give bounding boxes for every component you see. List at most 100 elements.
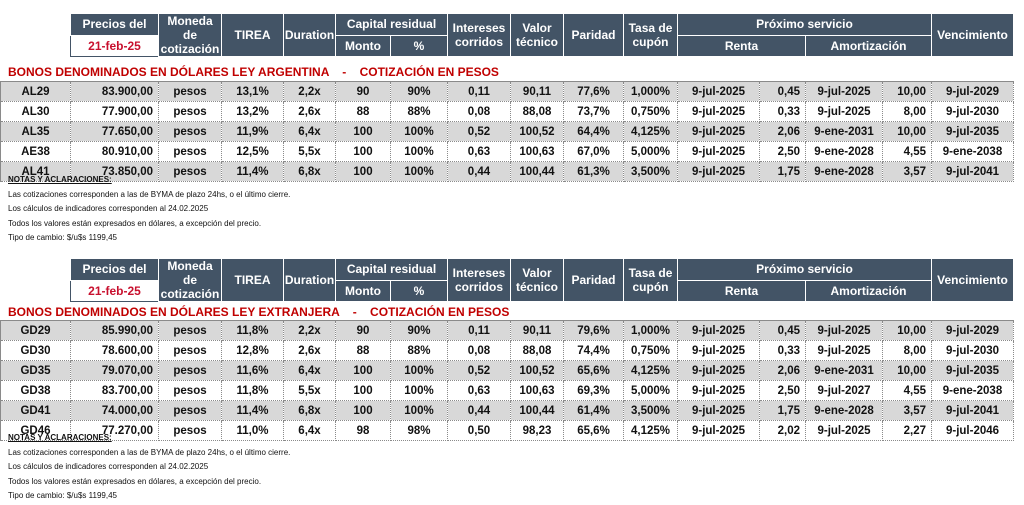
proximo-servicio-header: Próximo servicio bbox=[677, 258, 932, 281]
moneda-header: Moneda de cotización bbox=[158, 13, 222, 57]
amortizacion-monto-cell: 4,55 bbox=[882, 141, 932, 162]
ticker-cell: GD30 bbox=[0, 340, 71, 361]
pct-header: % bbox=[390, 34, 448, 57]
pct-cell: 100% bbox=[390, 400, 448, 421]
renta-fecha-cell: 9-jul-2025 bbox=[677, 400, 760, 421]
vencimiento-cell: 9-jul-2041 bbox=[931, 161, 1014, 182]
amortizacion-fecha-cell: 9-jul-2025 bbox=[805, 340, 883, 361]
ticker-cell: AL41 bbox=[0, 161, 71, 182]
duration-cell: 2,2x bbox=[283, 81, 336, 102]
amortizacion-monto-cell: 2,27 bbox=[882, 420, 932, 441]
tirea-cell: 12,5% bbox=[221, 141, 284, 162]
table-row: GD46 77.270,00 pesos 11,0% 6,4x 98 98% 0,50 98,2… bbox=[0, 420, 1014, 441]
renta-fecha-cell: 9-jul-2025 bbox=[677, 101, 760, 122]
moneda-cell: pesos bbox=[158, 101, 222, 122]
paridad-cell: 69,3% bbox=[563, 380, 624, 401]
tasa-cupon-cell: 1,000% bbox=[623, 320, 678, 341]
monto-cell: 100 bbox=[335, 380, 391, 401]
duration-cell: 2,2x bbox=[283, 320, 336, 341]
proximo-servicio-header: Próximo servicio bbox=[677, 13, 932, 36]
note-line: Las cotizaciones corresponden a las de B… bbox=[8, 447, 291, 457]
moneda-cell: pesos bbox=[158, 360, 222, 381]
monto-cell: 90 bbox=[335, 81, 391, 102]
monto-header: Monto bbox=[335, 279, 391, 302]
moneda-cell: pesos bbox=[158, 380, 222, 401]
amortizacion-fecha-cell: 9-jul-2025 bbox=[805, 81, 883, 102]
amortizacion-header: Amortización bbox=[805, 279, 932, 302]
section-title: BONOS DENOMINADOS EN DÓLARES LEY ARGENTI… bbox=[8, 65, 499, 79]
monto-cell: 90 bbox=[335, 320, 391, 341]
amortizacion-monto-cell: 10,00 bbox=[882, 121, 932, 142]
tirea-cell: 11,4% bbox=[221, 400, 284, 421]
intereses-cell: 0,11 bbox=[447, 81, 511, 102]
table-row: GD41 74.000,00 pesos 11,4% 6,8x 100 100% 0,44 10… bbox=[0, 400, 1014, 421]
moneda-cell: pesos bbox=[158, 81, 222, 102]
note-line: Todos los valores están expresados en dó… bbox=[8, 476, 262, 486]
paridad-header: Paridad bbox=[563, 258, 624, 302]
amortizacion-monto-cell: 10,00 bbox=[882, 81, 932, 102]
intereses-cell: 0,52 bbox=[447, 121, 511, 142]
table-row: GD30 78.600,00 pesos 12,8% 2,6x 88 88% 0,08 88,0… bbox=[0, 340, 1014, 361]
tasa-cupon-cell: 4,125% bbox=[623, 360, 678, 381]
renta-monto-cell: 0,33 bbox=[759, 101, 806, 122]
tasa-cupon-cell: 5,000% bbox=[623, 380, 678, 401]
bond-table: GD29 85.990,00 pesos 11,8% 2,2x 90 90% 0,11 90,1… bbox=[0, 320, 1014, 441]
amortizacion-monto-cell: 8,00 bbox=[882, 101, 932, 122]
renta-header: Renta bbox=[677, 279, 806, 302]
paridad-cell: 77,6% bbox=[563, 81, 624, 102]
amortizacion-fecha-cell: 9-jul-2027 bbox=[805, 380, 883, 401]
renta-monto-cell: 2,02 bbox=[759, 420, 806, 441]
amortizacion-fecha-cell: 9-jul-2025 bbox=[805, 320, 883, 341]
amortizacion-fecha-cell: 9-ene-2028 bbox=[805, 161, 883, 182]
amortizacion-monto-cell: 10,00 bbox=[882, 320, 932, 341]
price-cell: 77.650,00 bbox=[70, 121, 159, 142]
renta-monto-cell: 1,75 bbox=[759, 400, 806, 421]
renta-header: Renta bbox=[677, 34, 806, 57]
paridad-cell: 74,4% bbox=[563, 340, 624, 361]
valor-tecnico-cell: 88,08 bbox=[510, 101, 564, 122]
table-row: AL30 77.900,00 pesos 13,2% 2,6x 88 88% 0,08 88,0… bbox=[0, 101, 1014, 122]
amortizacion-monto-cell: 10,00 bbox=[882, 360, 932, 381]
monto-cell: 100 bbox=[335, 121, 391, 142]
ticker-cell: AL29 bbox=[0, 81, 71, 102]
intereses-cell: 0,63 bbox=[447, 380, 511, 401]
tasa-cupon-cell: 5,000% bbox=[623, 141, 678, 162]
amortizacion-monto-cell: 4,55 bbox=[882, 380, 932, 401]
intereses-cell: 0,08 bbox=[447, 340, 511, 361]
renta-fecha-cell: 9-jul-2025 bbox=[677, 161, 760, 182]
duration-cell: 2,6x bbox=[283, 101, 336, 122]
monto-cell: 98 bbox=[335, 420, 391, 441]
renta-fecha-cell: 9-jul-2025 bbox=[677, 320, 760, 341]
valor-tecnico-cell: 100,44 bbox=[510, 400, 564, 421]
notes: NOTAS Y ACLARACIONES: Las cotizaciones c… bbox=[8, 173, 290, 246]
pct-cell: 100% bbox=[390, 121, 448, 142]
renta-fecha-cell: 9-jul-2025 bbox=[677, 380, 760, 401]
tirea-cell: 11,8% bbox=[221, 380, 284, 401]
table-row: GD35 79.070,00 pesos 11,6% 6,4x 100 100% 0,52 10… bbox=[0, 360, 1014, 381]
note-line: Tipo de cambio: $/u$s 1199,45 bbox=[8, 233, 117, 242]
valor-tecnico-header: Valor técnico bbox=[510, 13, 564, 57]
pct-cell: 90% bbox=[390, 81, 448, 102]
note-line: Las cotizaciones corresponden a las de B… bbox=[8, 189, 291, 199]
pct-cell: 100% bbox=[390, 360, 448, 381]
valor-tecnico-cell: 100,52 bbox=[510, 360, 564, 381]
capital-residual-header: Capital residual bbox=[335, 13, 448, 36]
valor-tecnico-cell: 100,63 bbox=[510, 380, 564, 401]
header-table: Precios del Moneda de cotización TIREA D… bbox=[70, 13, 1014, 57]
renta-monto-cell: 0,45 bbox=[759, 320, 806, 341]
table-row: AL29 83.900,00 pesos 13,1% 2,2x 90 90% 0,11 90,1… bbox=[0, 81, 1014, 102]
intereses-cell: 0,44 bbox=[447, 161, 511, 182]
section-title: BONOS DENOMINADOS EN DÓLARES LEY EXTRANJ… bbox=[8, 305, 510, 319]
note-line: Los cálculos de indicadores corresponden… bbox=[8, 462, 209, 471]
ticker-cell: AL30 bbox=[0, 101, 71, 122]
notes-title: NOTAS Y ACLARACIONES: bbox=[8, 175, 112, 184]
tasa-cupon-cell: 3,500% bbox=[623, 161, 678, 182]
amortizacion-fecha-cell: 9-ene-2031 bbox=[805, 121, 883, 142]
price-cell: 79.070,00 bbox=[70, 360, 159, 381]
amortizacion-fecha-cell: 9-jul-2025 bbox=[805, 420, 883, 441]
vencimiento-cell: 9-jul-2030 bbox=[931, 101, 1014, 122]
moneda-cell: pesos bbox=[158, 320, 222, 341]
amortizacion-fecha-cell: 9-jul-2025 bbox=[805, 101, 883, 122]
renta-fecha-cell: 9-jul-2025 bbox=[677, 360, 760, 381]
price-date: 21-feb-25 bbox=[70, 34, 159, 57]
